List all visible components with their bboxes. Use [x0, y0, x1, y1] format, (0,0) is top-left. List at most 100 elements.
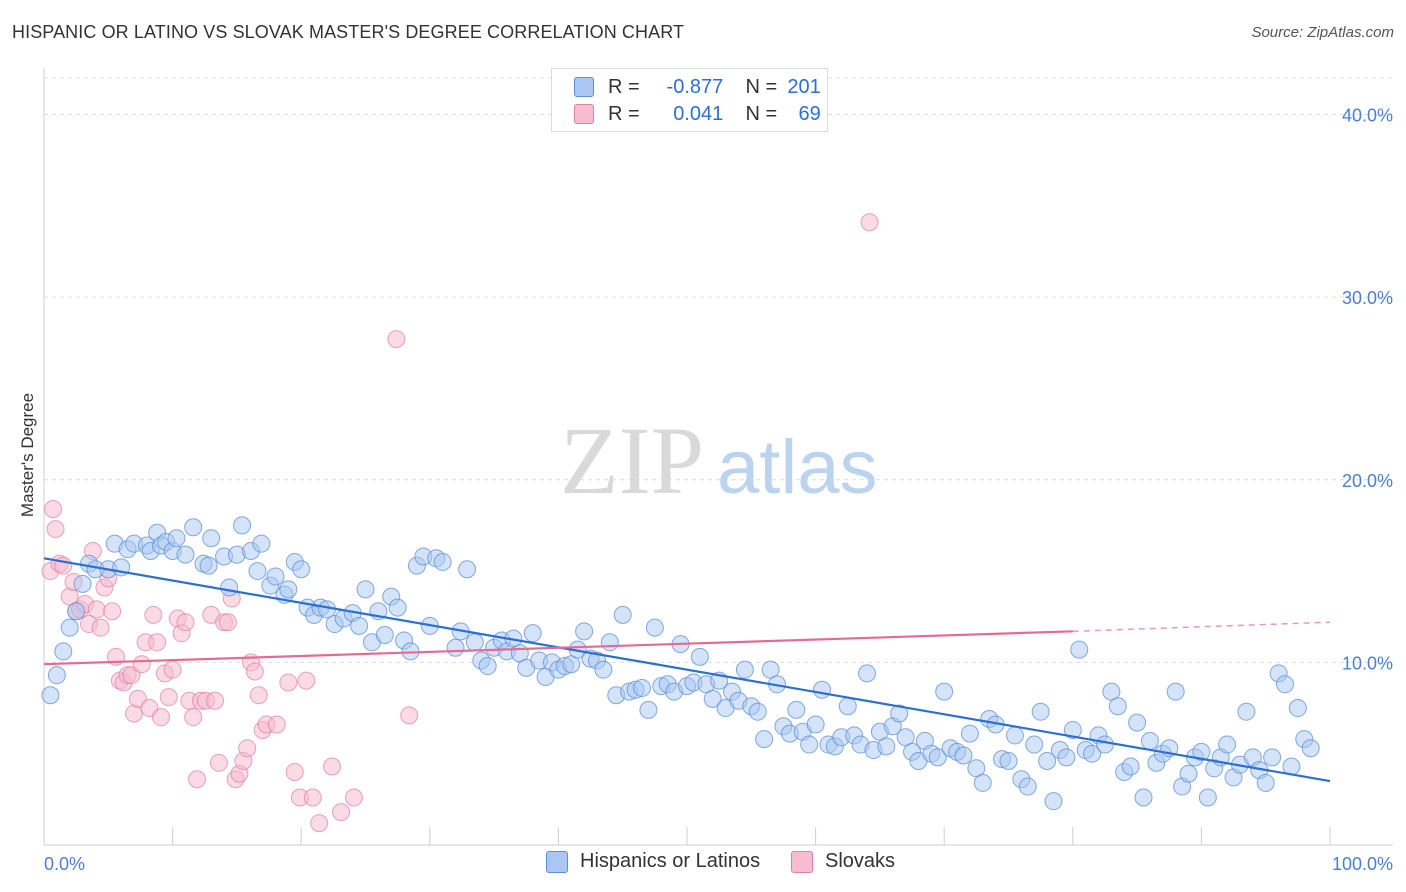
- hispanic-point: [787, 700, 806, 719]
- hispanic-point: [1095, 735, 1114, 754]
- slovak-point: [188, 770, 207, 789]
- slovak-point: [91, 618, 110, 637]
- slovak-point: [184, 708, 203, 727]
- hispanic-point: [890, 704, 909, 723]
- hispanic-point: [613, 605, 632, 624]
- hispanic-point: [748, 702, 767, 721]
- hispanic-point: [703, 689, 722, 708]
- hispanic-trend-line: [43, 557, 1331, 783]
- hispanic-point: [813, 680, 832, 699]
- hispanic-point: [735, 660, 754, 679]
- hispanic-point: [54, 642, 73, 661]
- hispanic-point: [1198, 788, 1217, 807]
- hispanic-point: [279, 580, 298, 599]
- slovak-point: [303, 788, 322, 807]
- slovak-point: [132, 655, 151, 674]
- legend-label-hispanic: Hispanics or Latinos: [580, 850, 761, 872]
- chart-title: HISPANIC OR LATINO VS SLOVAK MASTER'S DE…: [12, 22, 685, 42]
- hispanic-point: [176, 545, 195, 564]
- hispanic-point: [645, 618, 664, 637]
- hispanic-point: [960, 724, 979, 743]
- hispanic-point: [1179, 764, 1198, 783]
- hispanic-point: [1121, 757, 1140, 776]
- y-tick-label: 30.0%: [1342, 288, 1393, 308]
- hispanic-point: [1128, 713, 1147, 732]
- legend-row-hispanic: R = -0.877 N = 201: [574, 75, 821, 99]
- slovak-point: [344, 788, 363, 807]
- legend-r-label: R =: [608, 75, 640, 98]
- slovak-point: [279, 673, 298, 692]
- hispanic-point: [1070, 640, 1089, 659]
- slovak-point: [159, 688, 178, 707]
- hispanic-point: [690, 647, 709, 666]
- watermark-zip: ZIP: [560, 407, 704, 514]
- hispanic-point: [877, 737, 896, 756]
- hispanic-points: [41, 516, 1320, 811]
- slovak-point: [218, 613, 237, 632]
- slovak-point: [267, 715, 286, 734]
- hispanic-point: [446, 638, 465, 657]
- watermark-atlas: atlas: [717, 425, 878, 510]
- hispanic-point: [1237, 702, 1256, 721]
- hispanic-point: [1025, 735, 1044, 754]
- hispanic-point: [1140, 731, 1159, 750]
- legend-label-slovaks: Slovaks: [825, 850, 896, 872]
- legend-item-hispanic[interactable]: Hispanics or Latinos: [546, 850, 760, 873]
- hispanic-point: [167, 529, 186, 548]
- hispanic-point: [266, 567, 285, 586]
- slovak-point: [103, 602, 122, 621]
- slovak-point: [387, 330, 406, 349]
- legend-n-value: 201: [787, 75, 821, 98]
- y-tick-label: 40.0%: [1342, 106, 1393, 126]
- legend-swatch-blue: [546, 850, 568, 873]
- hispanic-point: [458, 560, 477, 579]
- hispanic-point: [1083, 744, 1102, 763]
- chart-source: Source: ZipAtlas.com: [1251, 24, 1394, 41]
- hispanic-point: [1166, 682, 1185, 701]
- hispanic-point: [67, 602, 86, 621]
- slovak-point: [249, 686, 268, 705]
- hispanic-point: [800, 735, 819, 754]
- hispanic-point: [252, 534, 271, 553]
- hispanic-point: [1218, 735, 1237, 754]
- hispanic-point: [1031, 702, 1050, 721]
- slovak-point: [148, 633, 167, 652]
- legend-swatch-blue: [574, 77, 594, 97]
- slovak-point: [297, 671, 316, 690]
- hispanic-point: [433, 552, 452, 571]
- hispanic-point: [999, 751, 1018, 770]
- legend-n-value: 69: [798, 102, 821, 125]
- hispanic-point: [478, 657, 497, 676]
- hispanic-point: [928, 748, 947, 767]
- slovak-trend-line: [43, 630, 1073, 666]
- hispanic-point: [639, 700, 658, 719]
- legend-item-slovaks[interactable]: Slovaks: [791, 850, 895, 873]
- x-tick-label: 100.0%: [1332, 854, 1393, 874]
- y-tick-label: 10.0%: [1342, 653, 1393, 673]
- hispanic-point: [1288, 699, 1307, 718]
- hispanic-point: [594, 660, 613, 679]
- hispanic-point: [858, 664, 877, 683]
- hispanic-point: [199, 556, 218, 575]
- hispanic-point: [350, 616, 369, 635]
- hispanic-point: [388, 598, 407, 617]
- slovak-point: [176, 613, 195, 632]
- slovak-point: [152, 708, 171, 727]
- slovak-point: [285, 762, 304, 781]
- slovak-point: [310, 814, 329, 833]
- hispanic-point: [935, 682, 954, 701]
- legend-swatch-pink: [791, 850, 813, 873]
- slovak-point: [332, 803, 351, 822]
- legend-swatch-pink: [574, 104, 594, 124]
- legend-r-label: R =: [608, 102, 640, 125]
- slovak-point: [860, 213, 879, 232]
- hispanic-point: [1038, 751, 1057, 770]
- hispanic-point: [233, 516, 252, 535]
- hispanic-point: [954, 746, 973, 765]
- hispanic-point: [1005, 726, 1024, 745]
- slovak-point: [206, 691, 225, 710]
- slovak-point: [245, 662, 264, 681]
- stats-legend: R = -0.877 N = 201 R = 0.041 N = 69: [551, 68, 828, 132]
- hispanic-point: [1057, 748, 1076, 767]
